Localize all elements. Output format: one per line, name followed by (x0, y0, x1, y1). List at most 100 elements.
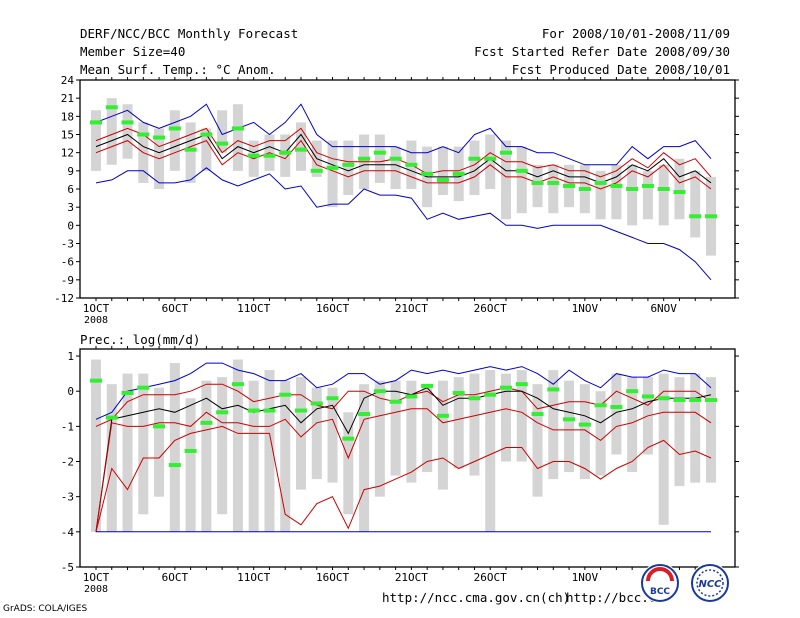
prec-spread-box (122, 373, 133, 532)
temp-spread-box (106, 98, 117, 165)
prec-panel-title: Prec.: log(mm/d) (80, 332, 200, 347)
temp-median-mark (216, 141, 229, 146)
temp-ytick-label: 9 (67, 165, 74, 178)
prec-spread-box (422, 387, 433, 473)
prec-median-mark (247, 408, 260, 413)
prec-spread-box (532, 384, 543, 497)
prec-spread-box (658, 373, 669, 525)
ncc-logo: NCC (690, 563, 730, 603)
prec-spread-box (169, 363, 180, 532)
temp-ytick-label: 24 (61, 74, 75, 87)
prec-median-mark (705, 397, 717, 402)
temp-ytick-label: 3 (67, 201, 74, 214)
prec-xtick-label: 26OCT (474, 571, 507, 584)
temp-spread-box (532, 164, 543, 208)
temp-ytick-label: 15 (61, 129, 74, 142)
temp-median-mark (168, 126, 181, 131)
ncc-logo-text: NCC (698, 579, 722, 590)
temp-spread-box (485, 134, 496, 189)
temp-spread-box (232, 104, 243, 171)
prec-spread-box (627, 377, 638, 473)
chart-title: DERF/NCC/BCC Monthly Forecast (80, 26, 299, 41)
temp-median-mark (578, 187, 591, 191)
prec-median-mark (673, 397, 686, 402)
prec-plot-frame (79, 348, 736, 568)
ncc-url[interactable]: http://ncc.cma.gov.cn(ch) (382, 590, 571, 605)
temp-median-mark (231, 126, 244, 131)
prec-spread-box (690, 373, 701, 483)
prec-spread-box (406, 380, 417, 483)
prec-median-mark (610, 405, 623, 410)
temp-spread-box (390, 146, 401, 189)
temp-xtick-label: 26OCT (474, 302, 507, 315)
temp-median-mark (263, 153, 276, 158)
temp-xtick-label: 16OCT (316, 302, 349, 315)
prec-median-mark (184, 448, 197, 453)
temp-spread-box (122, 104, 133, 159)
temp-median-mark (500, 150, 512, 155)
prec-median-mark (310, 401, 323, 406)
prec-spread-box (564, 380, 575, 473)
prec-median-mark (326, 396, 339, 401)
temp-series-min (95, 167, 712, 281)
prec-median-mark (137, 385, 150, 390)
temp-spread-box (611, 164, 622, 220)
temp-median-mark (90, 120, 102, 125)
temp-median-mark (200, 132, 213, 137)
temp-xtick-label: 6NOV (650, 302, 677, 315)
prec-spread-box (579, 384, 590, 480)
prec-spread-box (343, 412, 354, 515)
forecast-started: Fcst Started Refer Date 2008/09/30 (474, 44, 730, 59)
prec-spread-box (706, 377, 716, 483)
prec-spread-box (516, 370, 527, 462)
prec-median-mark (578, 422, 591, 427)
prec-xtick-label: 11OCT (237, 571, 270, 584)
prec-xtick-label: 21OCT (395, 571, 428, 584)
prec-median-mark (405, 394, 418, 399)
temp-series-q25 (95, 139, 712, 190)
variable-label: Mean Surf. Temp.: °C Anom. (80, 62, 276, 77)
temp-year-label: 2008 (84, 315, 108, 326)
prec-xtick-label: 16OCT (316, 571, 349, 584)
prec-median-mark (168, 463, 181, 468)
temp-median-mark (405, 162, 418, 167)
temp-spread-box (185, 122, 196, 183)
temp-median-mark (531, 180, 544, 185)
prec-spread-box (437, 380, 448, 490)
prec-median-mark (121, 390, 134, 395)
prec-spread-box (674, 377, 685, 487)
temp-spread-box (642, 170, 653, 220)
temp-median-mark (547, 180, 560, 185)
temp-median-mark (610, 183, 623, 188)
bcc-url[interactable]: http://bcc.c (566, 590, 657, 605)
prec-median-mark (216, 410, 229, 415)
prec-spread-box (485, 370, 496, 532)
temp-ytick-label: -3 (61, 238, 74, 251)
temp-median-mark (247, 153, 260, 158)
temp-spread-box (501, 140, 511, 220)
prec-ytick-label: -1 (61, 420, 74, 433)
temp-spread-box (627, 164, 638, 226)
prec-spread-box (501, 373, 511, 462)
temp-ytick-label: 0 (67, 219, 74, 232)
bcc-logo-icon: BCC (641, 564, 679, 602)
prec-spread-box (248, 380, 259, 532)
prec-ytick-label: -3 (61, 491, 74, 504)
temp-spread-box (217, 110, 228, 153)
temp-median-mark (326, 165, 339, 170)
prec-median-mark (594, 403, 607, 408)
prec-ytick-label: -5 (61, 561, 74, 574)
temp-median-mark (626, 187, 639, 191)
prec-median-mark (531, 412, 544, 417)
temp-xtick-label: 11OCT (237, 302, 270, 315)
prec-median-mark (153, 424, 166, 429)
prec-median-mark (547, 387, 560, 392)
temp-spread-box (595, 170, 606, 220)
member-size: Member Size=40 (80, 44, 186, 59)
temp-median-mark (184, 147, 197, 152)
prec-median-mark (468, 396, 481, 401)
temp-median-mark (310, 168, 323, 173)
prec-median-mark (421, 383, 434, 388)
grads-credit: GrADS: COLA/IGES (3, 604, 88, 614)
